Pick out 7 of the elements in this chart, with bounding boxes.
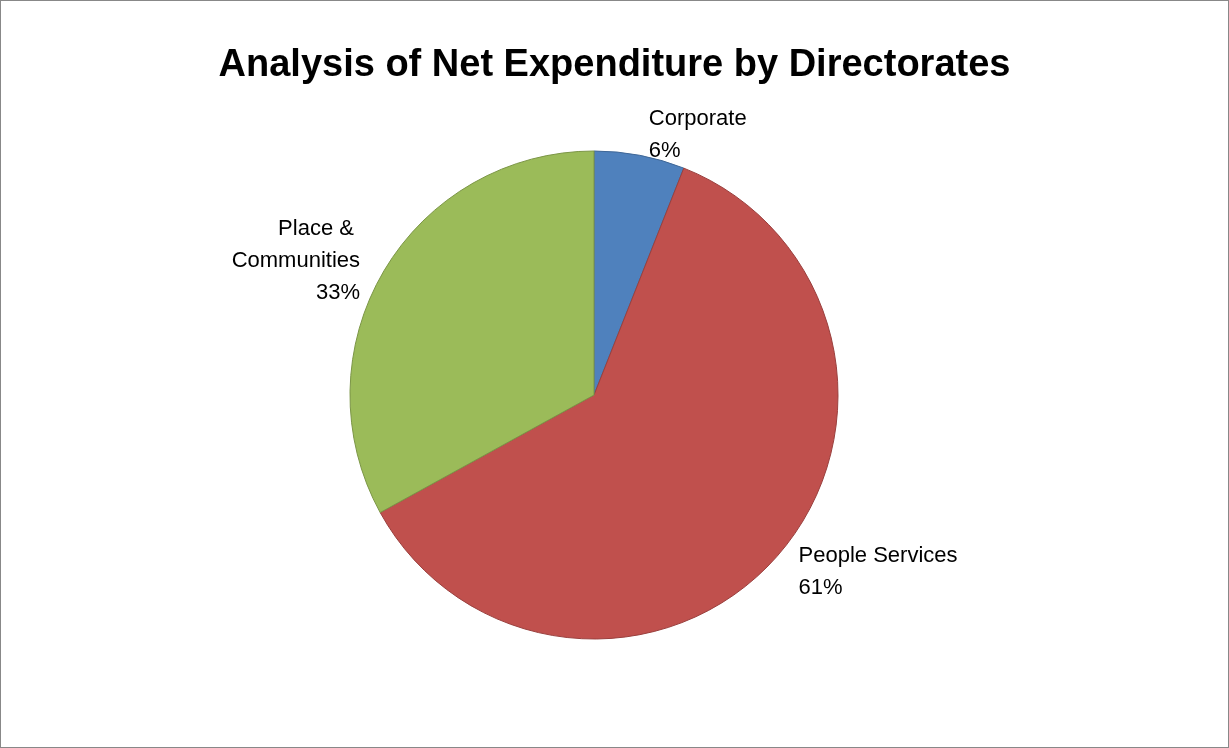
data-label: 61% [798,574,843,600]
data-label: 6% [648,137,681,163]
slice-label: Place & Communities [231,215,361,273]
chart-title: Analysis of Net Expenditure by Directorates [218,42,1011,84]
slice-label: People Services [798,542,958,568]
slice-label: Corporate [648,105,747,131]
data-label: 33% [316,279,361,305]
